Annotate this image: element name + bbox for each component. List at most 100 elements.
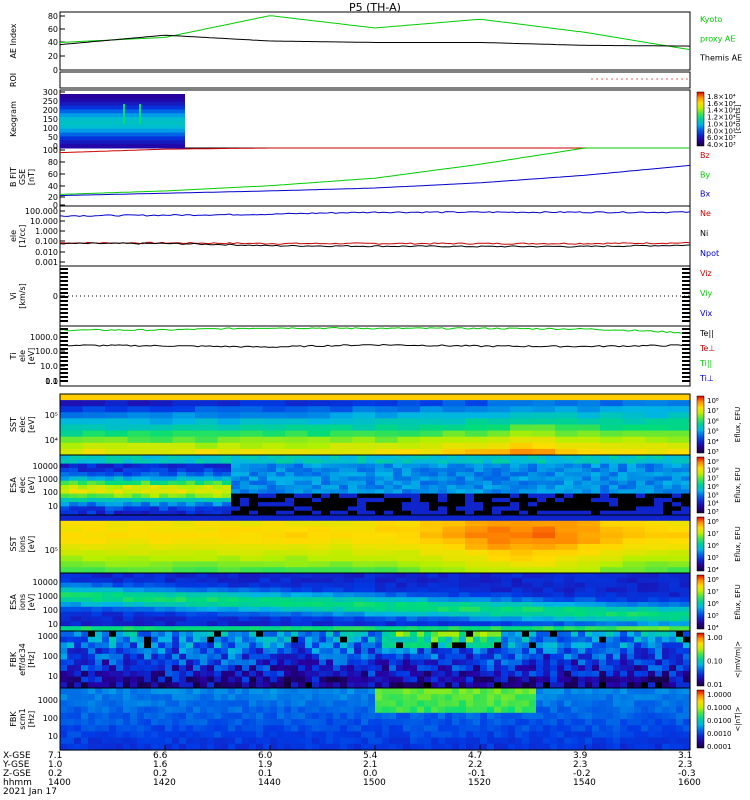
spectrogram-cell	[284, 737, 292, 745]
spectrogram-cell	[158, 731, 166, 739]
spectrogram-cell	[487, 418, 511, 426]
footer-value: 2.1	[363, 760, 378, 770]
spectrogram-cell	[81, 648, 89, 655]
spectrogram-cell	[357, 455, 367, 460]
spectrogram-cell	[259, 592, 271, 598]
spectrogram-cell	[522, 737, 530, 745]
spectrogram-cell	[445, 725, 453, 732]
spectrogram-cell	[483, 467, 493, 473]
spectrogram-cell	[456, 467, 466, 473]
spectrogram-cell	[256, 731, 264, 739]
spectrogram-cell	[585, 587, 597, 593]
spectrogram-cell	[301, 592, 313, 598]
spectrogram-cell	[354, 642, 362, 649]
spectrogram-cell	[88, 725, 96, 732]
spectrogram-cell	[60, 694, 68, 701]
spectrogram-cell	[406, 582, 418, 589]
spectrogram-cell	[420, 418, 444, 426]
spectrogram-cell	[270, 719, 278, 726]
spectrogram-cell	[627, 626, 639, 632]
spectrogram-cell	[577, 544, 601, 551]
spectrogram-cell	[333, 676, 341, 683]
spectrogram-cell	[74, 694, 82, 701]
spectrogram-cell	[352, 567, 376, 574]
spectrogram-cell	[69, 485, 79, 490]
spectrogram-cell	[277, 665, 285, 672]
spectrogram-cell	[557, 659, 565, 666]
spectrogram-cell	[393, 455, 403, 460]
spectrogram-cell	[291, 694, 299, 701]
spectrogram-cell	[330, 544, 354, 551]
spectrogram-cell	[543, 606, 555, 613]
spectrogram-cell	[321, 455, 331, 460]
spectrogram-cell	[424, 731, 432, 739]
spectrogram-cell	[74, 688, 82, 695]
spectrogram-cell	[620, 636, 628, 643]
spectrogram-cell	[312, 700, 320, 708]
spectrogram-cell	[319, 665, 327, 672]
spectrogram-cell	[235, 706, 243, 714]
spectrogram-cell	[123, 577, 135, 584]
spectrogram-cell	[469, 621, 481, 627]
spectrogram-cell	[375, 459, 385, 465]
spectrogram-cell	[402, 472, 412, 477]
footer-value: 2.2	[468, 760, 483, 770]
spectrogram-cell	[438, 706, 446, 714]
spectrogram-cell	[522, 606, 534, 613]
spectrogram-cell	[200, 670, 208, 678]
spectrogram-cell	[669, 642, 677, 649]
spectrogram-cell	[679, 597, 691, 603]
spectrogram-cell	[648, 636, 656, 643]
spectrogram-cell	[543, 694, 551, 701]
spectrogram-cell	[95, 682, 103, 689]
spectrogram-cell	[438, 493, 448, 499]
spectrogram-cell	[284, 636, 292, 643]
spectrogram-cell	[301, 577, 313, 584]
spectrogram-cell	[606, 587, 618, 593]
y-axis-label: B FIT	[9, 167, 18, 187]
spectrogram-cell	[217, 621, 229, 627]
spectrogram-cell	[627, 670, 635, 678]
spectrogram-cell	[456, 472, 466, 477]
spectrogram-cell	[528, 493, 538, 499]
spectrogram-cell	[116, 631, 124, 638]
spectrogram-cell	[305, 648, 313, 655]
spectrogram-cell	[291, 573, 303, 579]
spectrogram-cell	[424, 670, 432, 678]
spectrogram-cell	[60, 665, 68, 672]
spectrogram-cell	[557, 712, 565, 720]
spectrogram-cell	[67, 682, 75, 689]
spectrogram-cell	[515, 631, 523, 638]
spectrogram-cell	[207, 694, 215, 701]
spectrogram-cell	[402, 463, 412, 469]
edge-tick	[60, 292, 68, 294]
spectrogram-cell	[303, 506, 313, 512]
spectrogram-cell	[577, 549, 601, 557]
spectrogram-cell	[402, 476, 412, 482]
spectrogram-cell	[393, 480, 403, 486]
spectrogram-cell	[165, 743, 173, 751]
spectrogram-cell	[238, 621, 250, 627]
spectrogram-cell	[618, 493, 628, 499]
spectrogram-cell	[550, 688, 558, 695]
colorbar-tick-label: 1.00	[707, 634, 723, 642]
spectrogram-cell	[228, 725, 236, 732]
spectrogram-cell	[249, 712, 257, 720]
spectrogram-cell	[667, 538, 691, 545]
spectrogram-cell	[285, 493, 295, 499]
spectrogram-cell	[557, 676, 565, 683]
spectrogram-cell	[249, 480, 259, 486]
spectrogram-cell	[159, 506, 169, 512]
spectrogram-cell	[375, 731, 383, 739]
spectrogram-cell	[438, 712, 446, 720]
edge-tick	[682, 312, 690, 314]
edge-tick	[60, 308, 68, 310]
spectrogram-cell	[487, 682, 495, 689]
legend-entry: Bx	[700, 190, 710, 199]
spectrogram-cell	[420, 476, 430, 482]
spectrogram-cell	[127, 394, 151, 401]
spectrogram-cell	[141, 485, 151, 490]
spectrogram-cell	[207, 712, 215, 720]
spectrogram-cell	[60, 515, 84, 522]
spectrogram-cell	[228, 592, 240, 598]
